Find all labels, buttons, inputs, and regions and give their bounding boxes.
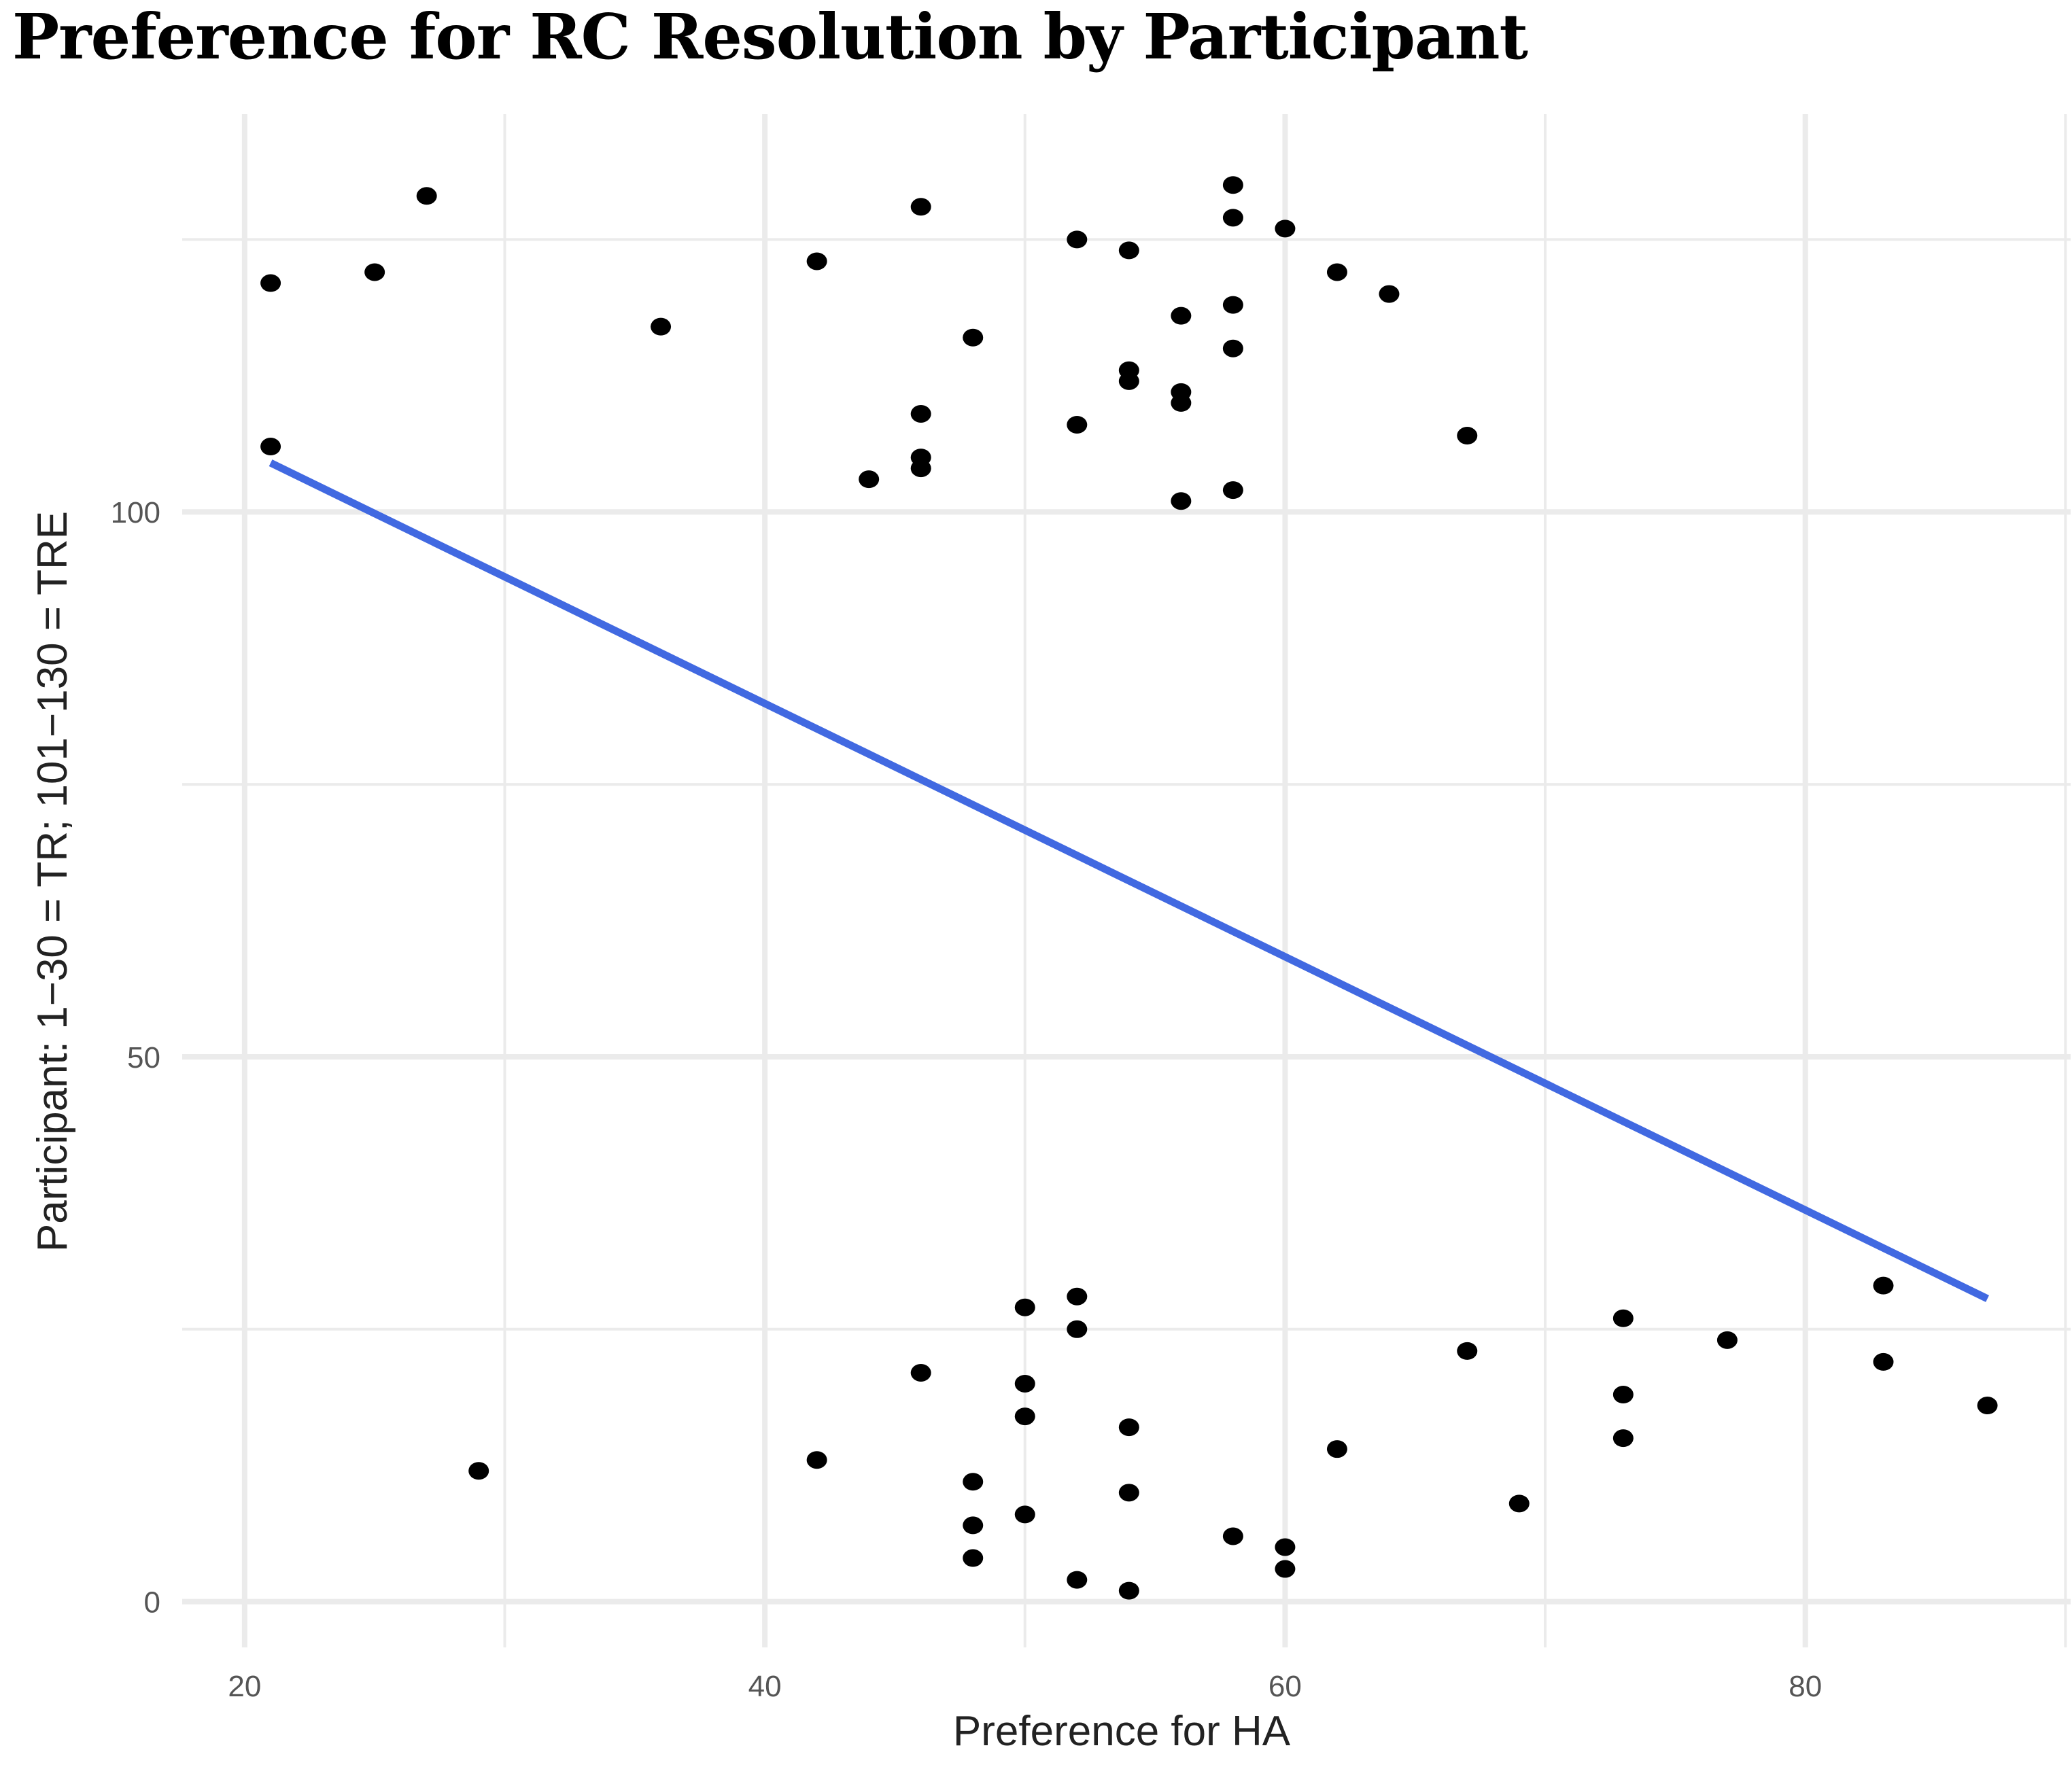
y-axis-tick-labels: 0 50 100 bbox=[111, 496, 160, 1619]
data-point bbox=[1222, 1527, 1243, 1545]
trend-line-group bbox=[269, 459, 1989, 1302]
data-point bbox=[1222, 296, 1243, 314]
data-point bbox=[806, 1451, 827, 1469]
data-point bbox=[1067, 230, 1088, 249]
data-point bbox=[1067, 415, 1088, 434]
regression-line bbox=[269, 459, 1989, 1302]
minor-grid bbox=[182, 114, 2071, 1647]
data-points bbox=[260, 176, 1998, 1600]
data-point bbox=[1014, 1298, 1035, 1316]
data-point bbox=[1222, 339, 1243, 357]
data-point bbox=[1275, 220, 1296, 238]
x-axis-tick-labels: 20 40 60 80 bbox=[228, 1670, 1822, 1703]
x-tick-label: 40 bbox=[748, 1670, 782, 1703]
data-point bbox=[1067, 1320, 1088, 1338]
data-point bbox=[1171, 492, 1192, 510]
data-point bbox=[910, 1363, 931, 1382]
data-point bbox=[1118, 1581, 1139, 1600]
y-tick-label: 100 bbox=[111, 496, 160, 529]
data-point bbox=[364, 263, 385, 281]
data-point bbox=[1379, 285, 1400, 303]
data-point bbox=[1171, 307, 1192, 325]
data-point bbox=[1014, 1407, 1035, 1426]
data-point bbox=[468, 1462, 489, 1480]
data-point bbox=[1508, 1494, 1530, 1513]
data-point bbox=[963, 1549, 984, 1567]
data-point bbox=[1457, 1342, 1478, 1360]
data-point bbox=[1612, 1309, 1634, 1327]
data-point bbox=[1222, 209, 1243, 227]
data-point bbox=[1977, 1397, 1998, 1415]
data-point bbox=[1873, 1352, 1894, 1371]
data-point bbox=[1014, 1505, 1035, 1524]
data-point bbox=[651, 317, 672, 336]
data-point bbox=[806, 252, 827, 270]
major-grid bbox=[182, 114, 2071, 1647]
data-point bbox=[1873, 1276, 1894, 1295]
data-point bbox=[910, 459, 931, 478]
data-point bbox=[910, 404, 931, 423]
data-point bbox=[1171, 393, 1192, 412]
y-axis-title: Participant: 1−30 = TR; 101−130 = TRE bbox=[29, 511, 76, 1252]
data-point bbox=[1275, 1560, 1296, 1578]
data-point bbox=[1118, 1484, 1139, 1502]
data-point bbox=[1326, 1440, 1347, 1458]
data-point bbox=[1067, 1571, 1088, 1589]
x-axis-title: Preference for HA bbox=[953, 1708, 1291, 1755]
x-tick-label: 60 bbox=[1268, 1670, 1302, 1703]
data-point bbox=[1118, 372, 1139, 390]
data-point bbox=[1612, 1429, 1634, 1448]
data-point bbox=[260, 438, 281, 456]
data-point bbox=[1457, 427, 1478, 445]
x-tick-label: 20 bbox=[228, 1670, 261, 1703]
data-point bbox=[1118, 1418, 1139, 1437]
data-point bbox=[963, 1473, 984, 1491]
data-point bbox=[1014, 1374, 1035, 1393]
data-point bbox=[1222, 481, 1243, 500]
data-point bbox=[910, 198, 931, 216]
data-point bbox=[260, 274, 281, 292]
x-tick-label: 80 bbox=[1789, 1670, 1822, 1703]
data-point bbox=[416, 187, 437, 205]
chart-title: Preference for RC Resolution by Particip… bbox=[12, 0, 1528, 73]
data-point bbox=[1118, 241, 1139, 260]
data-point bbox=[1067, 1287, 1088, 1306]
data-point bbox=[1222, 176, 1243, 194]
data-point bbox=[963, 328, 984, 347]
data-point bbox=[963, 1516, 984, 1535]
data-point bbox=[1716, 1331, 1738, 1349]
data-point bbox=[1612, 1386, 1634, 1404]
data-point bbox=[1326, 263, 1347, 281]
y-tick-label: 50 bbox=[127, 1041, 160, 1074]
data-point bbox=[1275, 1538, 1296, 1556]
data-point bbox=[859, 470, 880, 489]
y-tick-label: 0 bbox=[144, 1586, 160, 1620]
